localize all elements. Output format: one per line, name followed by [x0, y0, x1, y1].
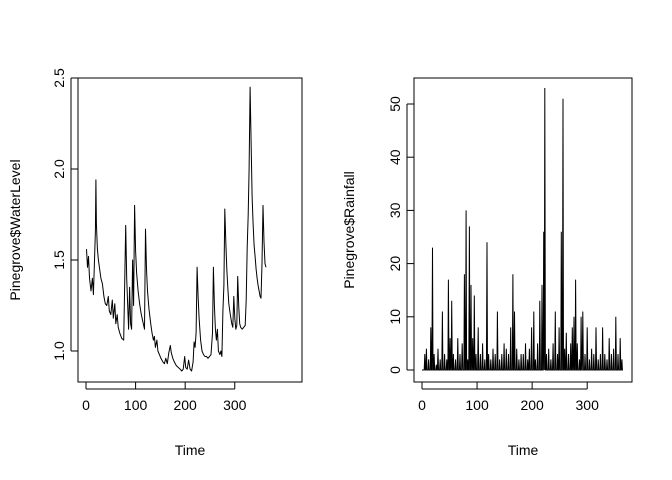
y-tick-label: 40 — [387, 149, 403, 165]
x-tick-label: 0 — [418, 397, 426, 413]
y-axis-left: 1.0 1.5 2.0 2.5 — [51, 68, 78, 361]
x-tick-label: 0 — [82, 397, 90, 413]
y-tick-label: 0 — [387, 366, 403, 374]
x-axis-right: 0 100 200 300 — [418, 382, 599, 413]
x-axis-left: 0 100 200 300 — [82, 382, 247, 413]
x-axis-title-right: Time — [508, 442, 539, 458]
x-axis-title-left: Time — [175, 442, 206, 458]
x-tick-label: 300 — [576, 397, 600, 413]
y-tick-label: 20 — [387, 256, 403, 272]
y-axis-right: 0 10 20 30 40 50 — [387, 96, 414, 374]
water-level-line — [86, 86, 267, 372]
water-level-series — [86, 86, 267, 372]
x-tick-label: 200 — [173, 397, 197, 413]
x-tick-label: 200 — [520, 397, 544, 413]
panel-rainfall: 0 10 20 30 40 50 0 100 200 300 Time Pinegrove$Ra… — [341, 77, 633, 458]
y-tick-label: 1.0 — [51, 341, 67, 361]
plot-frame-left — [77, 77, 303, 383]
y-tick-label: 2.5 — [51, 68, 67, 88]
y-tick-label: 30 — [387, 202, 403, 218]
x-tick-label: 100 — [465, 397, 489, 413]
y-tick-label: 1.5 — [51, 250, 67, 270]
x-tick-label: 100 — [124, 397, 148, 413]
y-axis-title-right: Pinegrove$Rainfall — [341, 171, 357, 289]
y-axis-title-left: Pinegrove$WaterLevel — [7, 159, 23, 300]
x-tick-label: 300 — [223, 397, 247, 413]
y-tick-label: 2.0 — [51, 159, 67, 179]
y-tick-label: 10 — [387, 309, 403, 325]
y-tick-label: 50 — [387, 96, 403, 112]
panel-water-level: 1.0 1.5 2.0 2.5 0 100 200 300 Time Pinegrove$W… — [7, 68, 303, 458]
plot-frame-right — [413, 77, 633, 383]
rainfall-series — [422, 87, 623, 371]
rainfall-line — [422, 87, 623, 371]
